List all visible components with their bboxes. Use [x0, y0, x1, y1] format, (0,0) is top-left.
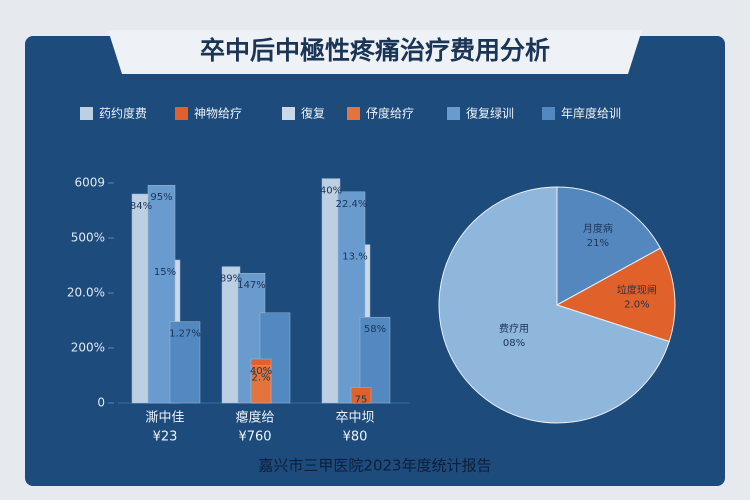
bar — [250, 365, 272, 404]
legend-label: 復复 — [301, 106, 325, 121]
data-label: 40% — [250, 366, 272, 377]
legend-label: 药约度费 — [99, 106, 147, 121]
title-banner — [108, 30, 642, 74]
data-label: 95% — [150, 192, 172, 203]
legend-label: 神物给疗 — [194, 107, 242, 121]
data-label: 75 — [355, 395, 368, 406]
pie-slice — [438, 186, 670, 424]
legend-label: 年庠度给训 — [561, 106, 621, 121]
data-label: 22.4% — [336, 199, 368, 210]
bar — [131, 193, 151, 404]
legend-swatch — [542, 107, 555, 120]
data-label: 40% — [320, 186, 342, 197]
data-label: 2.% — [251, 373, 270, 384]
y-tick-label: 20.0% — [67, 286, 105, 300]
legend-swatch — [447, 107, 460, 120]
x-tick-label: 澌中佳 — [145, 411, 184, 426]
y-tick-label: 0 — [97, 396, 105, 410]
slice-value: 08% — [503, 338, 525, 349]
data-label: 84% — [130, 201, 152, 212]
x-tick-note: ¥23 — [153, 430, 178, 445]
data-label: 13.% — [342, 252, 367, 263]
data-label: 147% — [237, 280, 266, 291]
data-label: 89% — [220, 274, 242, 285]
x-tick-note: ¥80 — [343, 430, 368, 445]
chart-title: 卒中后中極性疼痛治疗费用分析 — [200, 36, 550, 65]
legend-label: 伃度给疗 — [366, 106, 414, 121]
pie-slice — [556, 186, 662, 306]
pie-slice — [555, 247, 676, 343]
x-tick-label: 卒中坝 — [335, 411, 374, 426]
bar — [321, 178, 341, 404]
y-tick-label: 6009 — [74, 176, 105, 190]
legend-swatch — [282, 107, 295, 120]
data-label: 15% — [154, 267, 176, 278]
footer: 嘉兴市三甲医院2023年度统计报告 — [258, 457, 491, 475]
y-tick-label: 200% — [71, 341, 105, 355]
bar — [169, 321, 201, 404]
bar — [350, 387, 372, 404]
legend-label: 復复绿训 — [466, 106, 514, 121]
legend-swatch — [80, 107, 93, 120]
legend-swatch — [175, 107, 188, 120]
x-tick-note: ¥760 — [238, 430, 271, 445]
data-label: 58% — [364, 324, 386, 335]
y-tick-label: 500% — [71, 231, 105, 245]
slice-label: 月度病 — [583, 222, 613, 235]
slice-label: 垃度现闸 — [617, 283, 657, 296]
data-label: 1.27% — [169, 329, 201, 340]
slice-value: 21% — [587, 238, 609, 249]
x-tick-label: 瘪度给 — [235, 410, 274, 426]
slice-label: 费疗用 — [499, 322, 529, 335]
slice-value: 2.0% — [624, 299, 649, 310]
legend-swatch — [347, 107, 360, 120]
